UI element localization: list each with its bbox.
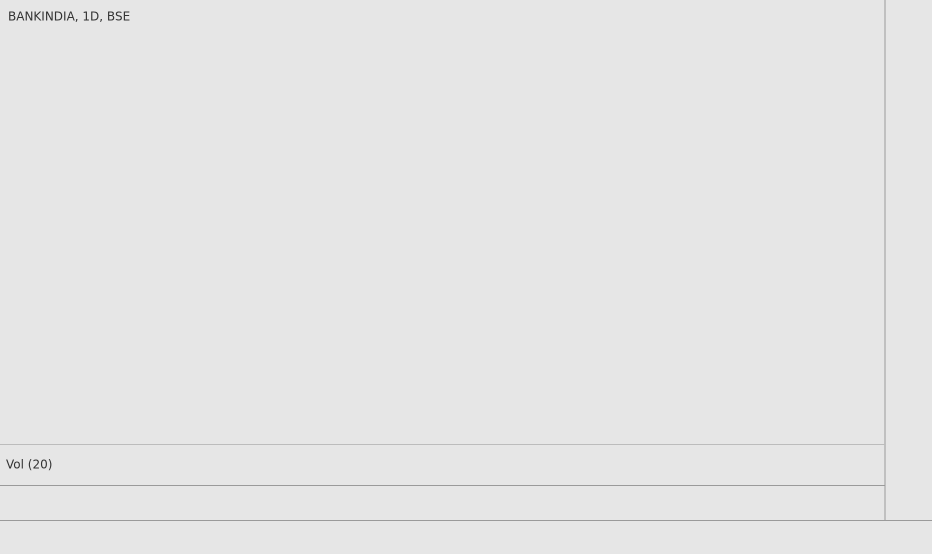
volume-label: Vol (20) [6,458,52,472]
chart-title: BANKINDIA, 1D, BSE [8,10,130,24]
